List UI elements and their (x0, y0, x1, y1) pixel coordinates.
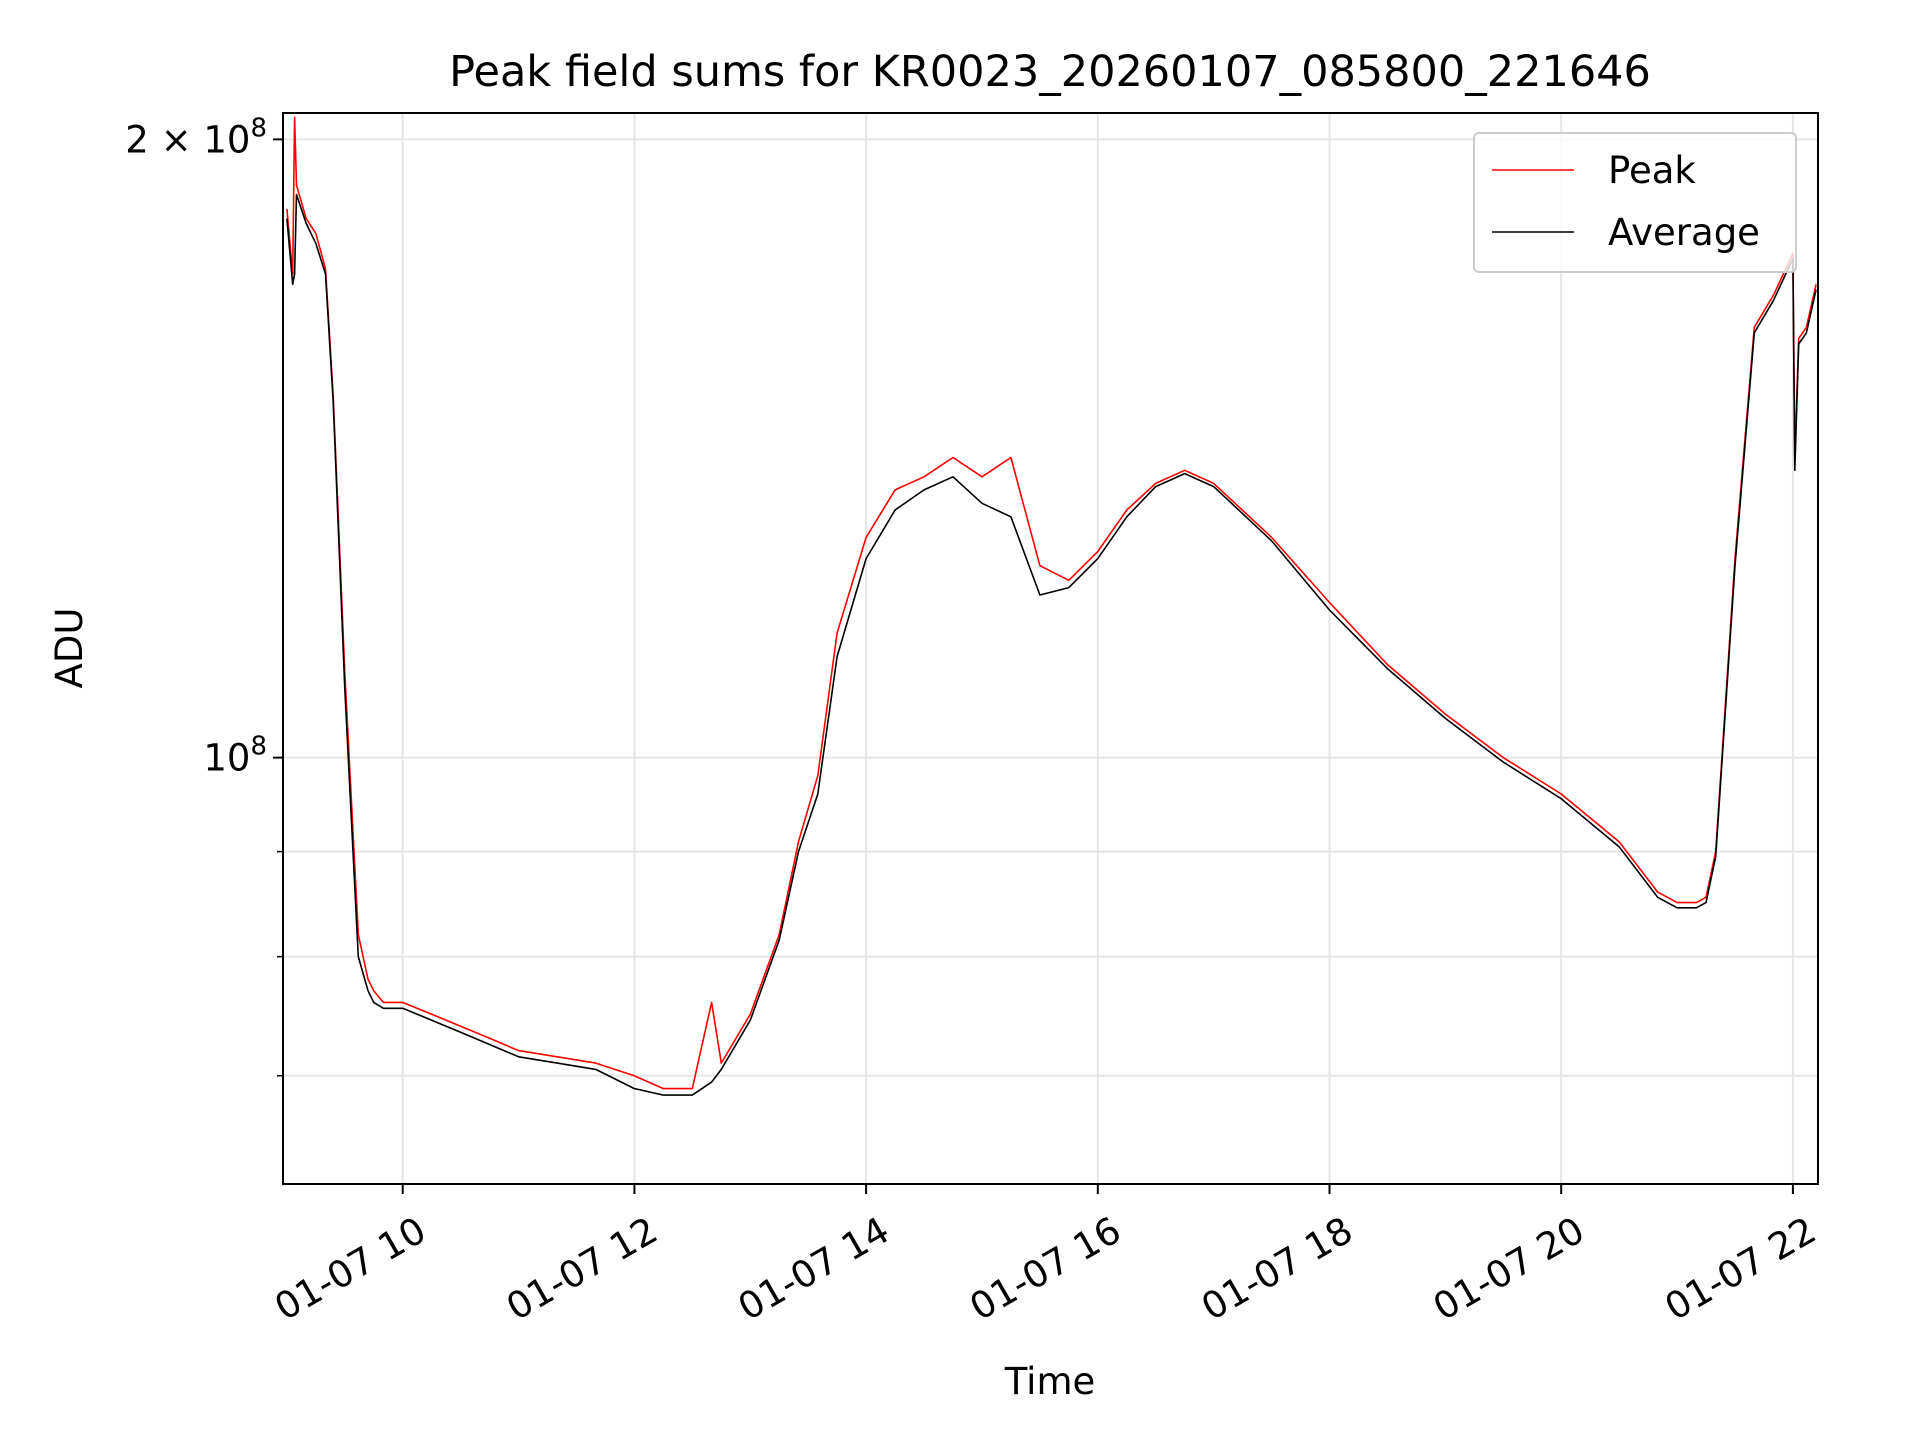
plot-frame (282, 112, 1819, 1185)
y-tick-label: 2 × 108 (125, 113, 267, 161)
legend-box (1473, 132, 1797, 273)
series-average-line (286, 193, 1817, 1096)
y-axis-label: ADU (48, 608, 91, 689)
legend: Peak Average (1473, 132, 1797, 273)
y-tick-label: 108 (203, 732, 267, 780)
legend-peak-label: Peak (1608, 149, 1696, 192)
series-layer (286, 116, 1817, 1096)
legend-average-label: Average (1608, 211, 1760, 254)
chart-title: Peak field sums for KR0023_20260107_0858… (449, 47, 1651, 97)
grid (283, 113, 1818, 1184)
x-axis-label: Time (1004, 1360, 1096, 1403)
series-peak-line (286, 116, 1817, 1090)
